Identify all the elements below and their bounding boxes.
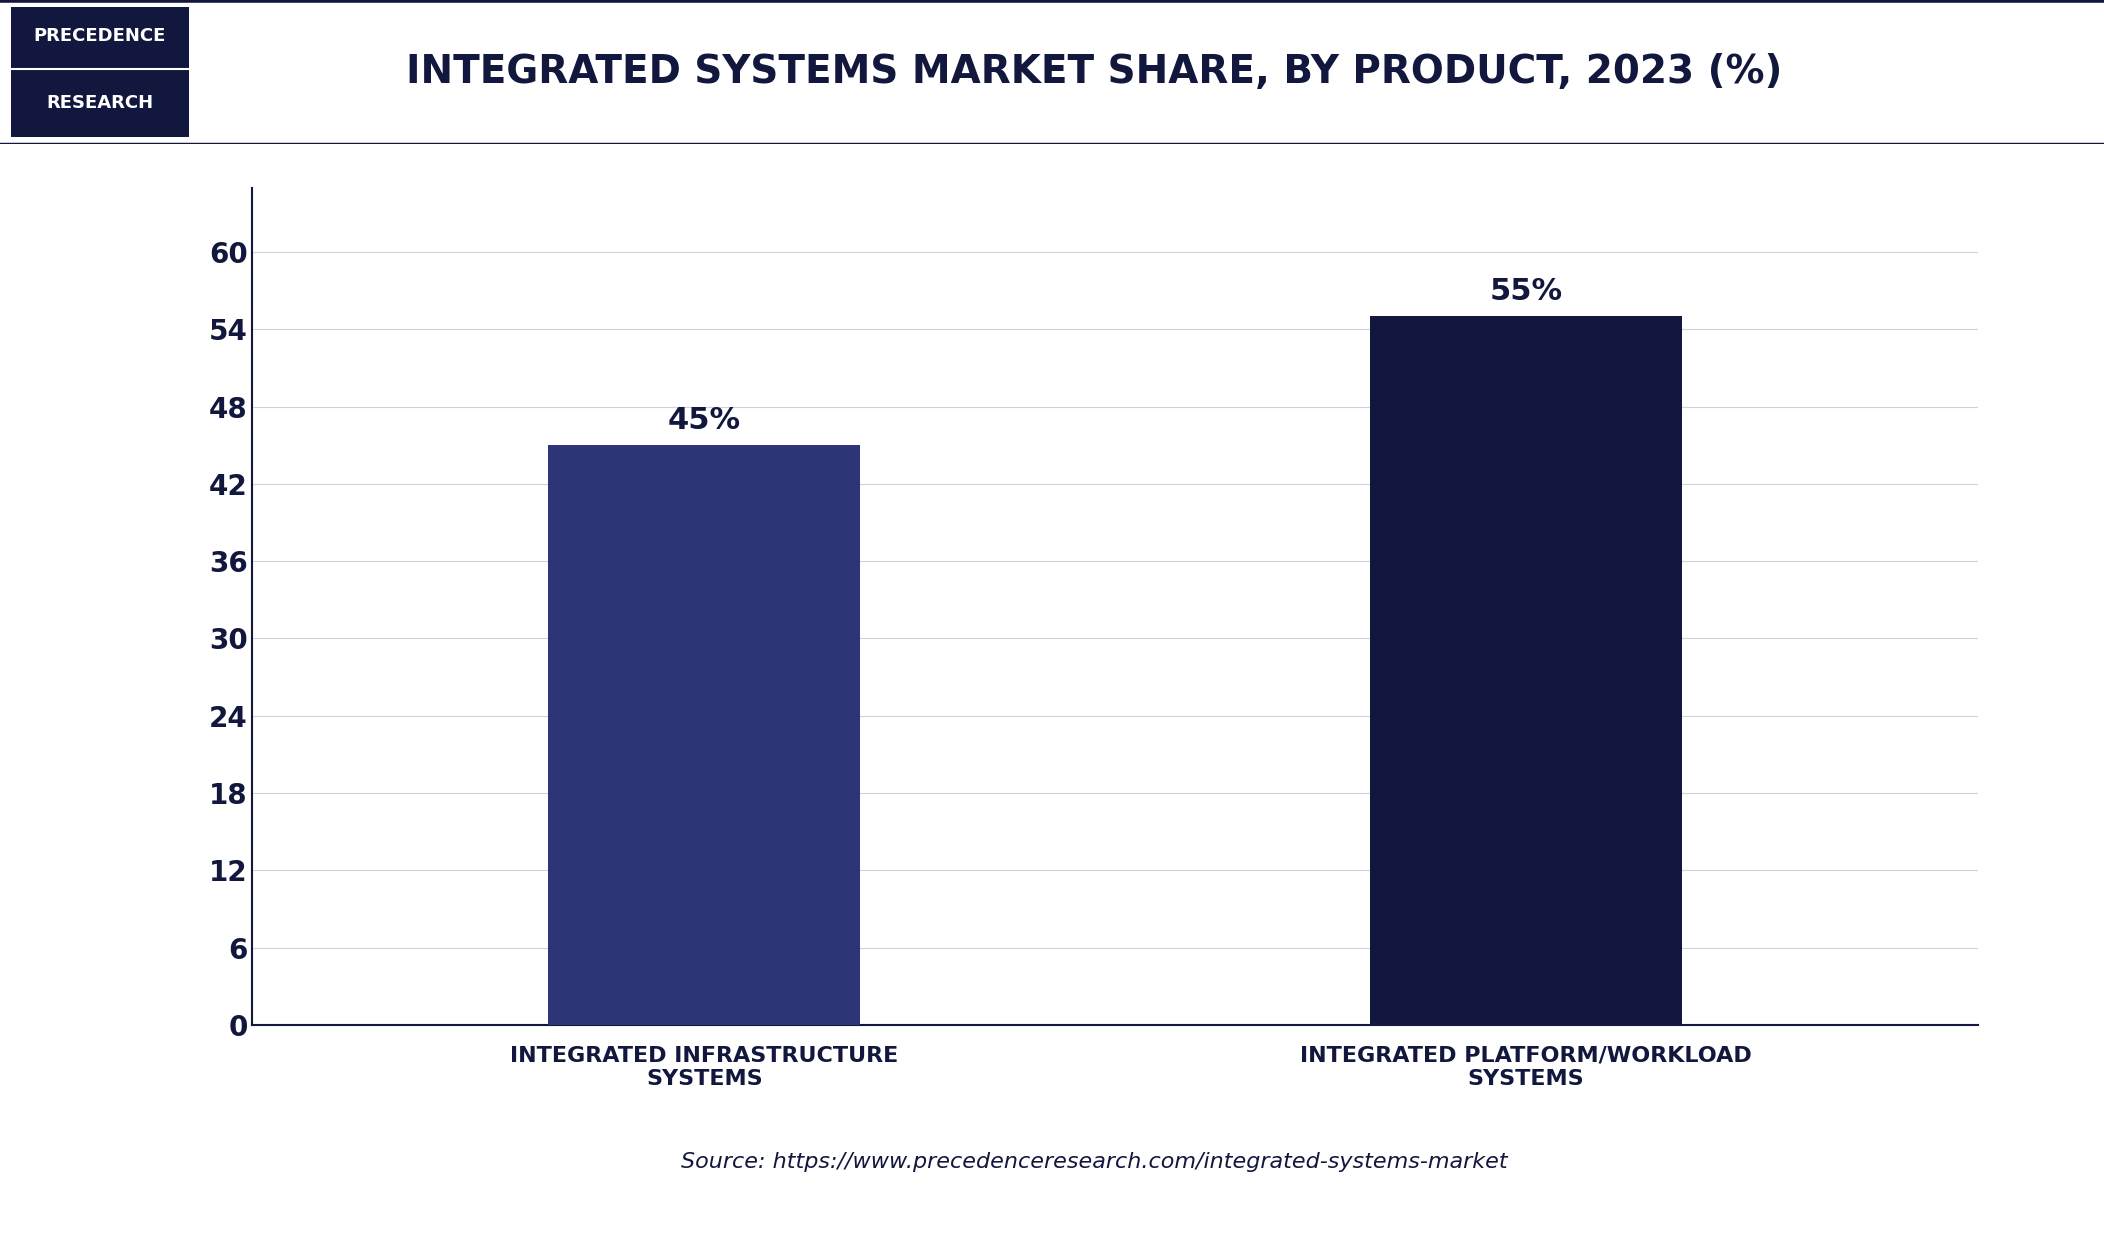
Bar — [1370, 316, 1681, 1025]
Text: 55%: 55% — [1490, 278, 1563, 306]
Text: INTEGRATED SYSTEMS MARKET SHARE, BY PRODUCT, 2023 (%): INTEGRATED SYSTEMS MARKET SHARE, BY PROD… — [406, 52, 1782, 91]
Text: 45%: 45% — [667, 406, 741, 435]
Text: RESEARCH: RESEARCH — [46, 95, 154, 112]
Bar — [549, 445, 861, 1025]
Bar — [11, 8, 189, 136]
Text: Source: https://www.precedenceresearch.com/integrated-systems-market: Source: https://www.precedenceresearch.c… — [682, 1152, 1506, 1172]
Text: PRECEDENCE: PRECEDENCE — [34, 28, 166, 45]
